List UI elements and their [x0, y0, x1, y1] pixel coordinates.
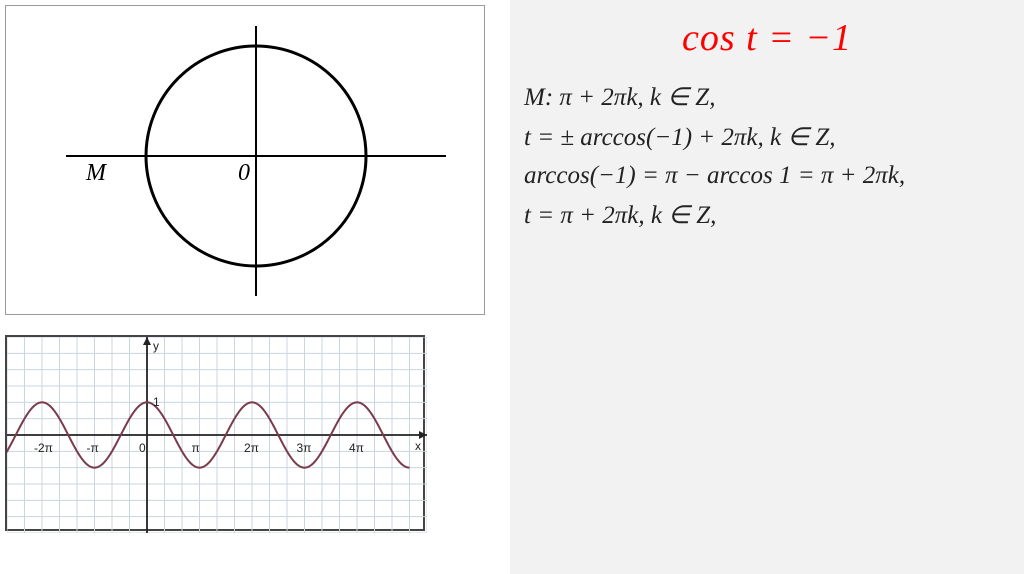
x-tick-label-4: 2π [244, 441, 259, 455]
x-tick-label-1: -π [87, 441, 99, 455]
origin-label: 0 [238, 160, 250, 187]
equation-title: cos t = −1 [524, 16, 1010, 60]
x-tick-label-0: -2π [34, 441, 53, 455]
cosine-graph-svg [7, 337, 427, 533]
point-m-label: M [86, 160, 106, 187]
x-tick-label-5: 3π [297, 441, 312, 455]
y-axis-label: y [153, 339, 159, 353]
x-tick-label-6: 4π [349, 441, 364, 455]
cosine-graph-panel: y 1 x -2π -π 0 π 2π 3π 4π [5, 335, 425, 531]
solution-panel: cos t = −1 M: π + 2πk, k ∈ Z, t = ± arcc… [510, 0, 1024, 574]
solution-line-1: M: π + 2πk, k ∈ Z, [524, 82, 1010, 112]
x-tick-label-3: π [192, 441, 200, 455]
solution-line-4: t = π + 2πk, k ∈ Z, [524, 200, 1010, 230]
solution-line-2: t = ± arccos(−1) + 2πk, k ∈ Z, [524, 122, 1010, 152]
solution-line-3: arccos(−1) = π − arccos 1 = π + 2πk, [524, 162, 1010, 190]
y-one-label: 1 [153, 395, 160, 409]
x-tick-label-2: 0 [139, 441, 146, 455]
x-axis-label: x [415, 439, 421, 453]
unit-circle-panel: 0 M [5, 5, 485, 315]
